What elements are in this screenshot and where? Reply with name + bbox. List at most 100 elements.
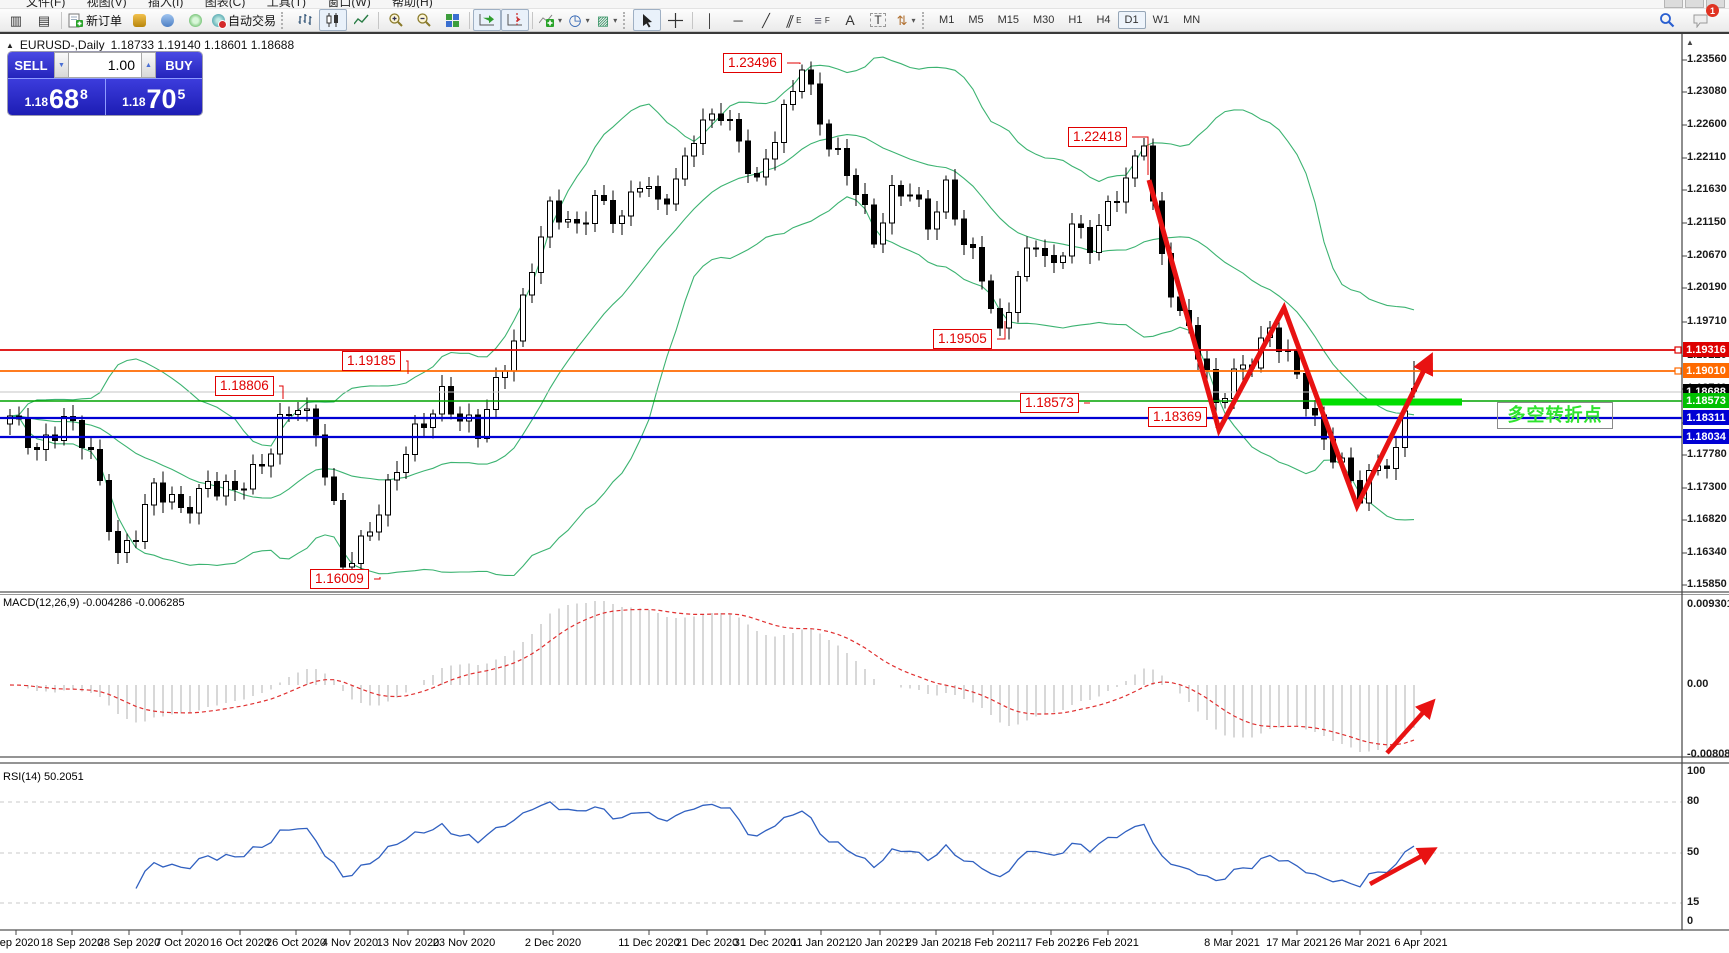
timeframe-w1[interactable]: W1 (1152, 14, 1170, 26)
date-axis-label[interactable]: 26 Oct 2020 (266, 937, 326, 949)
zoom-out-button[interactable] (410, 9, 438, 31)
volume-input[interactable]: 1.00 (69, 52, 141, 78)
trendline-button[interactable]: ╱ (752, 9, 780, 31)
bull-bear-turning-point-label[interactable]: 多空转折点 (1497, 402, 1613, 429)
date-axis-label[interactable]: 31 Dec 2020 (733, 937, 797, 949)
candlestick-chart-button[interactable] (319, 9, 348, 31)
equidistant-channel-button[interactable]: ∥ E (780, 9, 808, 31)
price-callout-label[interactable]: 1.22418 (1068, 127, 1127, 147)
new-order-button[interactable]: 新订单 (65, 9, 125, 31)
timeframe-h1[interactable]: H1 (1068, 14, 1083, 26)
fibonacci-button[interactable]: ≡ F (808, 9, 836, 31)
buy-price-pip: 5 (177, 86, 186, 102)
price-callout-label[interactable]: 1.16009 (310, 569, 369, 589)
one-click-trading-panel: SELL ▼ 1.00 ▲ BUY 1.18 68 8 1.18 70 5 (8, 52, 202, 115)
crosshair-button[interactable] (661, 9, 689, 31)
sell-button[interactable]: SELL (8, 52, 54, 78)
menu-tools[interactable]: 工具(T) (266, 0, 307, 9)
sell-price[interactable]: 1.18 68 8 (8, 79, 106, 115)
price-callout-label[interactable]: 1.18573 (1020, 393, 1079, 413)
window-restore-button[interactable] (1685, 0, 1704, 8)
horizontal-line-button[interactable]: ─ (724, 9, 752, 31)
menu-charts[interactable]: 图表(C) (204, 0, 246, 9)
date-axis-label[interactable]: 23 Nov 2020 (432, 937, 496, 949)
new-order-icon (68, 13, 83, 27)
date-axis-label[interactable]: 8 Feb 2021 (965, 937, 1021, 949)
cursor-button[interactable] (633, 9, 662, 31)
date-axis-label[interactable]: 11 Dec 2020 (618, 937, 680, 949)
timeframe-m15[interactable]: M15 (997, 14, 1020, 26)
date-axis-label[interactable]: 16 Oct 2020 (210, 937, 270, 949)
date-axis-label[interactable]: 18 Sep 2020 (40, 937, 104, 949)
menu-insert[interactable]: 插入(I) (148, 0, 184, 9)
menu-help[interactable]: 帮助(H) (392, 0, 433, 9)
date-axis-label[interactable]: 4 Nov 2020 (321, 937, 379, 949)
zoom-in-button[interactable] (382, 9, 410, 31)
buy-button[interactable]: BUY (156, 52, 202, 78)
autotrading-button[interactable]: 自动交易 (209, 9, 279, 31)
price-axis-tick: 1.20190 (1687, 281, 1727, 293)
price-level-tag: 1.18311 (1683, 410, 1729, 425)
menu-view[interactable]: 视图(V) (86, 0, 127, 9)
volume-increase-button[interactable]: ▲ (141, 52, 156, 78)
price-callout-label[interactable]: 1.19185 (342, 351, 401, 371)
timeframe-m1[interactable]: M1 (939, 14, 955, 26)
text-label-button[interactable]: T (864, 9, 892, 31)
templates-button[interactable]: ▨ ▾ (593, 9, 621, 31)
date-axis-label[interactable]: 28 Sep 2020 (97, 937, 161, 949)
timeframe-m5[interactable]: M5 (968, 14, 984, 26)
date-axis-label[interactable]: 7 Oct 2020 (155, 937, 209, 949)
window-minimize-button[interactable] (1664, 0, 1683, 8)
date-axis-label[interactable]: 13 Nov 2020 (376, 937, 440, 949)
price-callout-label[interactable]: 1.23496 (723, 53, 782, 73)
price-callout-label[interactable]: 1.18369 (1148, 407, 1207, 427)
alerts-button[interactable] (125, 9, 153, 31)
indicators-button[interactable]: ▾ (536, 9, 565, 31)
date-axis-label[interactable]: 17 Feb 2021 (1020, 937, 1082, 949)
sell-price-handle: 1.18 (24, 95, 48, 109)
bar-chart-button[interactable] (291, 9, 319, 31)
periods-button[interactable]: ◷ ▾ (565, 9, 593, 31)
community-button[interactable] (153, 9, 181, 31)
arrows-button[interactable]: ⇅ ▾ (892, 9, 920, 31)
tile-windows-button[interactable] (438, 9, 466, 31)
timeframe-m30[interactable]: M30 (1033, 14, 1055, 26)
date-axis-label[interactable]: 6 Apr 2021 (1394, 937, 1448, 949)
sell-price-big: 68 (49, 84, 80, 114)
profiles-button[interactable]: ▤ (30, 9, 58, 31)
price-callout-label[interactable]: 1.18806 (215, 376, 274, 396)
date-axis-label[interactable]: Sep 2020 (0, 937, 40, 949)
date-axis-label[interactable]: 11 Jan 2021 (791, 937, 851, 949)
signals-button[interactable] (181, 9, 209, 31)
chart-shift-button[interactable] (501, 9, 530, 31)
date-axis-label[interactable]: 2 Dec 2020 (524, 937, 582, 949)
line-chart-button[interactable] (347, 9, 375, 31)
menu-file[interactable]: 文件(F) (26, 0, 66, 9)
volume-decrease-button[interactable]: ▼ (54, 52, 69, 78)
date-axis-label[interactable]: 21 Dec 2020 (675, 937, 739, 949)
timeframe-d1[interactable]: D1 (1117, 11, 1146, 29)
vertical-line-button[interactable]: │ (696, 9, 724, 31)
date-axis-label[interactable]: 26 Feb 2021 (1077, 937, 1139, 949)
price-level-tag: 1.19316 (1683, 342, 1729, 357)
date-axis-label[interactable]: 17 Mar 2021 (1266, 937, 1328, 949)
price-axis-tick: 1.19710 (1687, 315, 1727, 327)
price-callout-label[interactable]: 1.19505 (933, 329, 992, 349)
date-axis-label[interactable]: 20 Jan 2021 (849, 937, 911, 949)
date-axis-label[interactable]: 8 Mar 2021 (1204, 937, 1260, 949)
auto-scroll-icon (479, 14, 495, 26)
timeframe-h4[interactable]: H4 (1096, 14, 1111, 26)
timeframe-mn[interactable]: MN (1183, 14, 1201, 26)
date-axis-label[interactable]: 26 Mar 2021 (1329, 937, 1391, 949)
collapse-triangle-icon[interactable]: ▲ (6, 40, 14, 50)
scroll-to-end-icon[interactable]: ▲ (1686, 38, 1694, 47)
buy-price[interactable]: 1.18 70 5 (105, 79, 202, 115)
new-chart-icon[interactable]: ▥ (2, 9, 30, 31)
auto-scroll-button[interactable] (473, 9, 502, 31)
menu-window[interactable]: 窗口(W) (327, 0, 371, 9)
date-axis-label[interactable]: 29 Jan 2021 (905, 937, 967, 949)
search-button[interactable] (1653, 9, 1681, 31)
text-button[interactable]: A (836, 9, 864, 31)
chat-button[interactable]: 1 (1687, 4, 1719, 31)
